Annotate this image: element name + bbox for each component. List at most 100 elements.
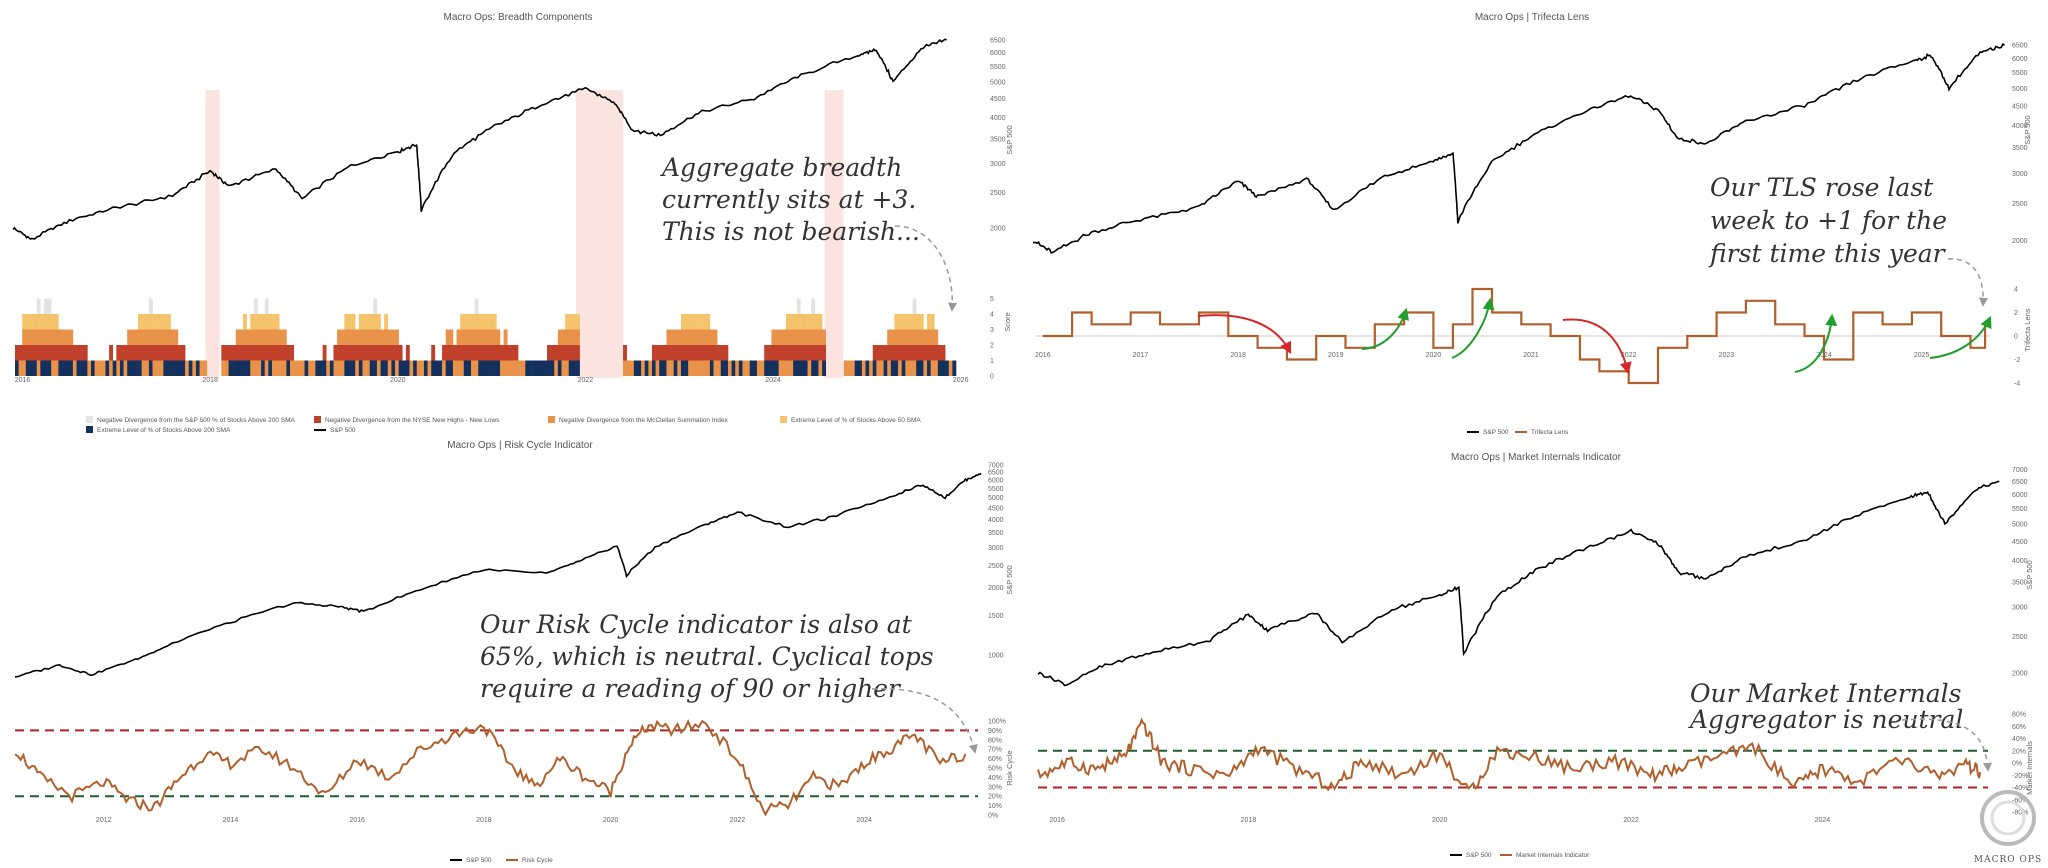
score-bar xyxy=(362,345,367,361)
score-bar xyxy=(467,345,472,361)
score-bar xyxy=(163,329,168,345)
annotation-line: This is not bearish... xyxy=(662,217,920,246)
score-bar xyxy=(47,329,52,345)
tick-label: 5500 xyxy=(990,64,1006,71)
score-bar xyxy=(771,329,776,345)
score-bar xyxy=(927,345,931,361)
risk-cycle-label: Risk Cycle xyxy=(1005,750,1014,785)
score-bar xyxy=(474,329,479,345)
score-bar xyxy=(427,360,432,376)
trifecta-legend: S&P 500 Trifecta Lens xyxy=(1467,429,1569,436)
score-bar xyxy=(753,360,758,376)
score-bar xyxy=(713,329,718,345)
score-bar xyxy=(724,360,729,376)
score-bar xyxy=(452,345,457,361)
tick-label: 2018 xyxy=(1241,817,1257,824)
score-bar xyxy=(575,360,580,376)
tick-label: 6000 xyxy=(990,50,1006,57)
tick-label: 0 xyxy=(990,374,994,381)
legend-swatch xyxy=(780,416,787,423)
internals-x-axis: 2016 2018 2020 2022 2024 xyxy=(1049,817,1830,824)
score-bar xyxy=(119,360,124,376)
score-bar xyxy=(279,345,284,361)
score-bar xyxy=(923,360,928,376)
score-bar xyxy=(760,360,765,376)
panel-trifecta: Macro Ops | Trifecta Lens 2016 2017 2018 20… xyxy=(1033,12,2032,436)
score-bar xyxy=(626,360,631,376)
score-bar xyxy=(890,345,895,361)
score-bar xyxy=(908,329,913,345)
score-bar xyxy=(156,329,161,345)
tick-label: 4500 xyxy=(990,96,1006,103)
score-bar xyxy=(239,360,244,376)
score-bar xyxy=(756,360,761,376)
score-bar xyxy=(543,360,548,376)
score-bar xyxy=(738,360,743,376)
score-bar xyxy=(637,360,642,376)
score-bar xyxy=(402,360,407,376)
score-bar xyxy=(138,345,142,361)
score-bar xyxy=(246,360,251,376)
tick-label: 5000 xyxy=(988,495,1004,502)
score-bar xyxy=(908,360,913,376)
score-bar xyxy=(362,329,367,345)
score-bar xyxy=(536,360,541,376)
tick-label: 3000 xyxy=(2012,171,2028,178)
score-bar xyxy=(688,360,693,376)
score-bar xyxy=(347,360,352,376)
score-bar xyxy=(782,360,787,376)
score-bar xyxy=(72,360,77,376)
tick-label: 2019 xyxy=(1328,352,1344,359)
score-bar xyxy=(666,360,671,376)
score-bar xyxy=(677,345,682,361)
score-bar xyxy=(395,329,399,345)
score-bar xyxy=(851,360,855,376)
score-bar xyxy=(651,360,656,376)
score-bar xyxy=(803,329,808,345)
score-bar xyxy=(514,360,519,376)
score-bar xyxy=(373,360,378,376)
score-bar xyxy=(181,360,186,376)
score-bar xyxy=(691,314,696,330)
score-bar xyxy=(796,360,801,376)
score-bar xyxy=(340,345,345,361)
score-bar xyxy=(724,345,729,361)
score-bar xyxy=(688,345,693,361)
score-bar xyxy=(937,360,942,376)
tick-label: 2000 xyxy=(2012,238,2028,245)
score-bar xyxy=(25,345,30,361)
score-bar xyxy=(771,360,776,376)
tick-label: 2000 xyxy=(2012,670,2028,677)
score-bar xyxy=(257,314,262,330)
score-bar xyxy=(69,345,74,361)
score-bar xyxy=(463,360,468,376)
score-bar xyxy=(51,314,56,330)
score-bar xyxy=(731,360,736,376)
score-bar xyxy=(152,329,157,345)
score-bar xyxy=(894,314,899,330)
score-bar xyxy=(264,360,269,376)
score-bar xyxy=(568,329,573,345)
score-bar xyxy=(105,360,110,376)
tick-label: 2016 xyxy=(349,817,365,824)
score-bar xyxy=(18,360,23,376)
score-bar xyxy=(152,345,157,361)
green-arrow xyxy=(1451,297,1495,359)
score-bar xyxy=(257,345,262,361)
score-bar xyxy=(648,360,653,376)
red-arrow xyxy=(1197,314,1292,355)
score-bar xyxy=(282,329,287,345)
score-bar xyxy=(901,360,906,376)
score-bar xyxy=(568,314,573,330)
score-bar xyxy=(463,314,468,330)
annotation-arrow xyxy=(1901,718,1992,772)
score-bar xyxy=(709,360,714,376)
legend-label: Risk Cycle xyxy=(522,857,553,864)
score-bar xyxy=(224,345,229,361)
score-bar xyxy=(275,360,280,376)
score-bar xyxy=(811,329,816,345)
score-bar xyxy=(662,360,667,376)
score-bar xyxy=(811,298,816,314)
score-bar xyxy=(156,360,161,376)
tick-label: 4000 xyxy=(2012,123,2028,130)
